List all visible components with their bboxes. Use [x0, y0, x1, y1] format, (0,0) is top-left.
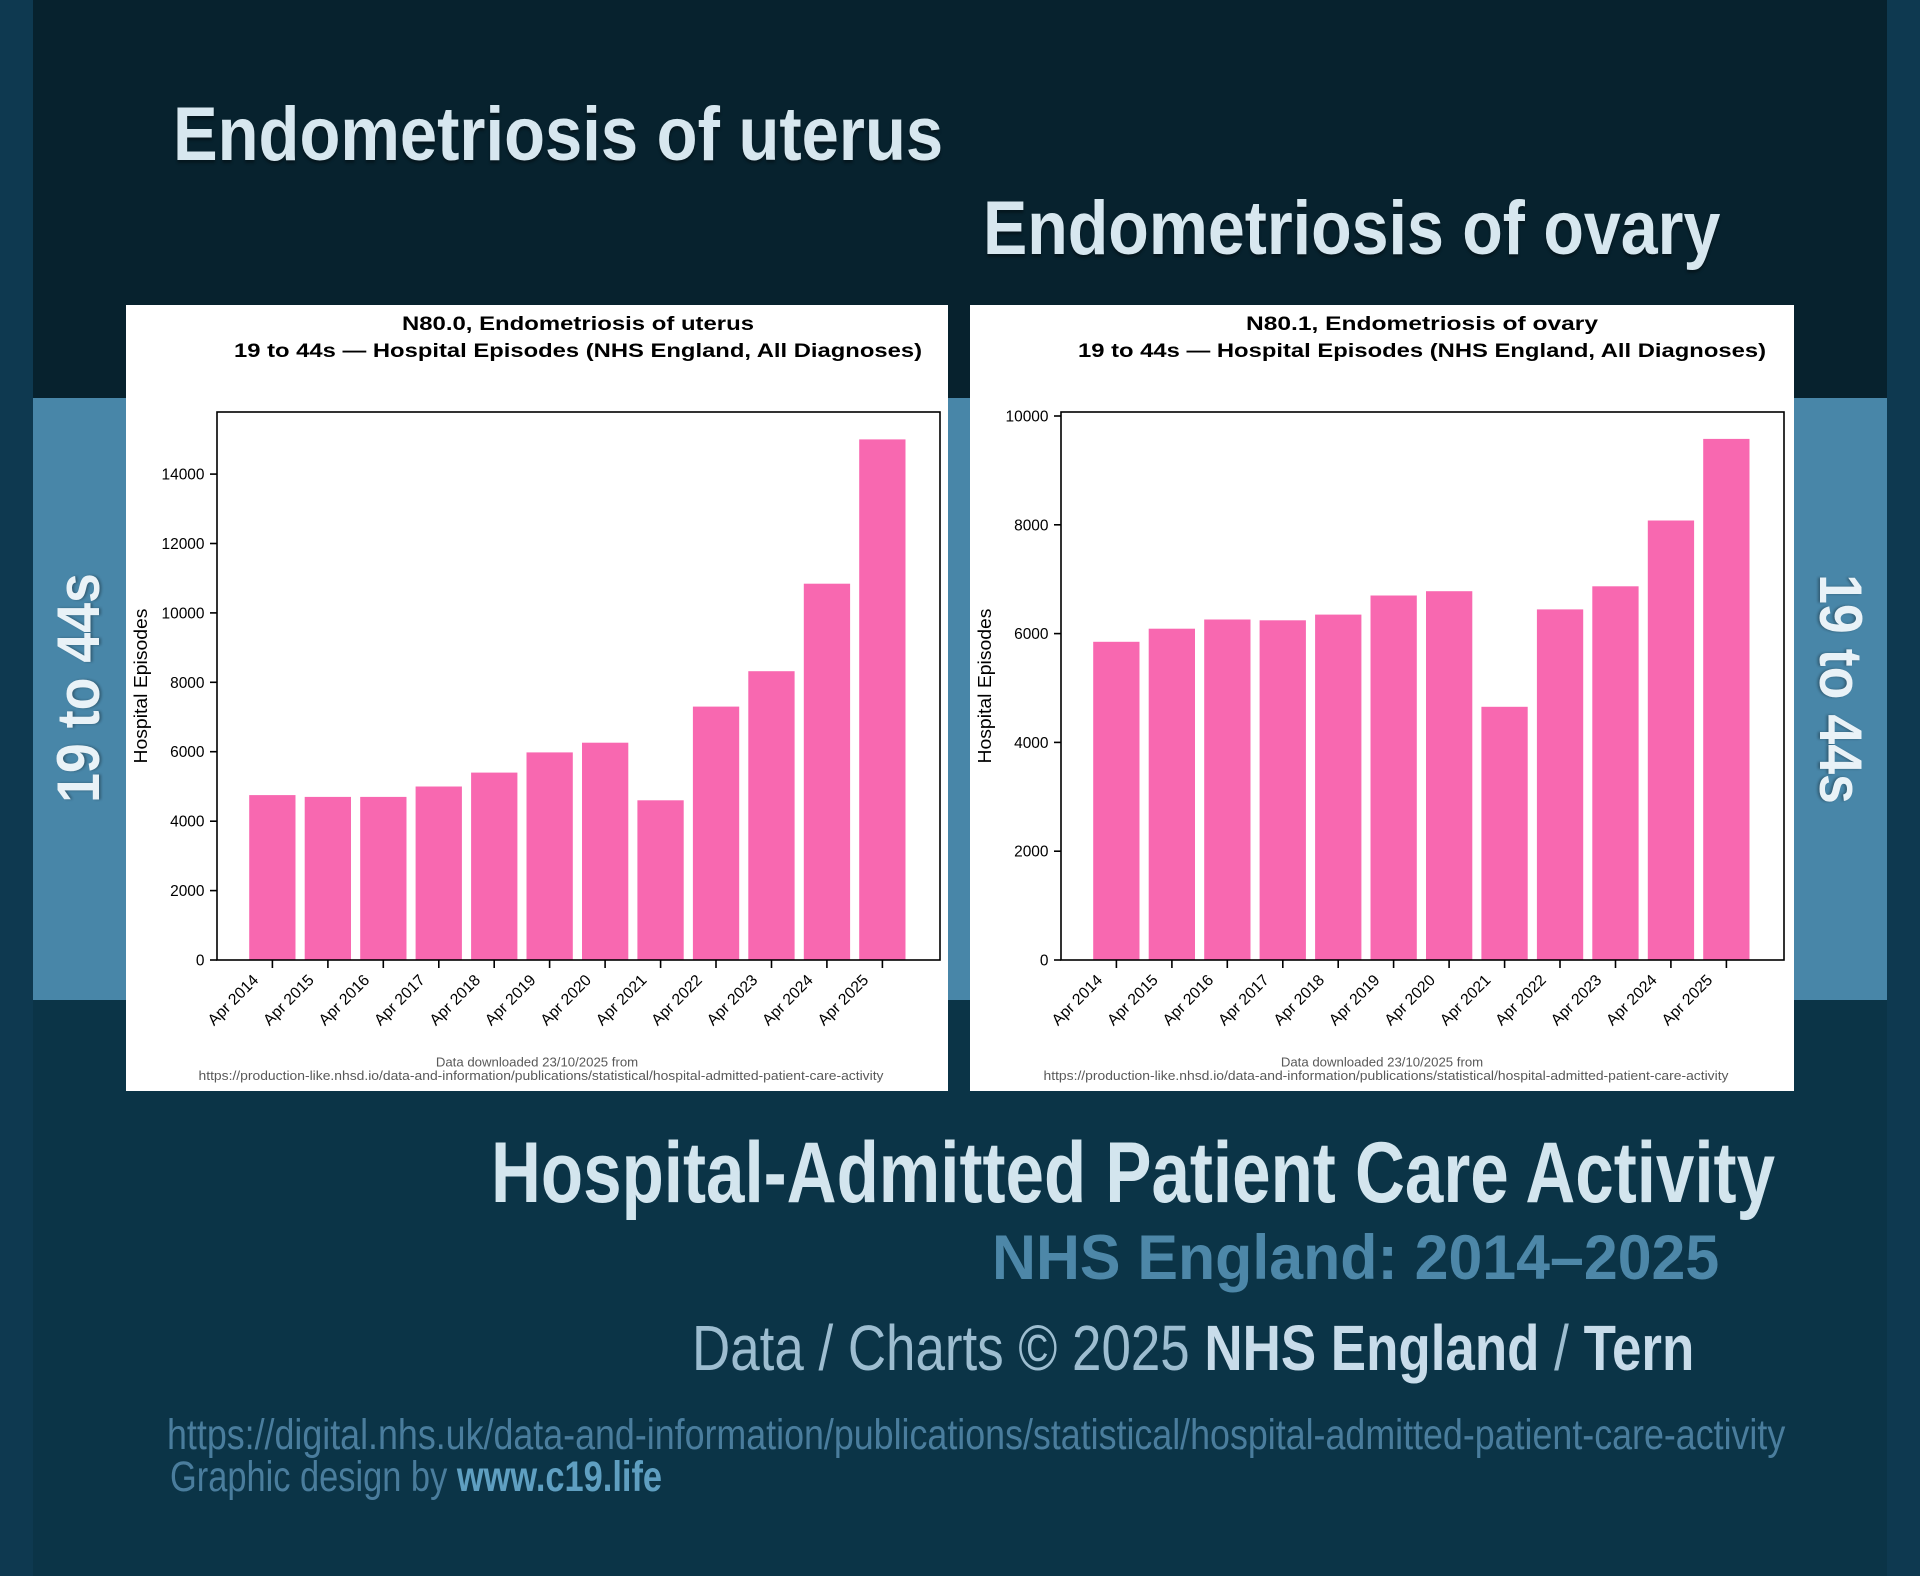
svg-text:Apr 2025: Apr 2025 [815, 972, 873, 1030]
svg-text:Apr 2025: Apr 2025 [1659, 972, 1717, 1030]
svg-text:14000: 14000 [162, 467, 205, 484]
svg-text:19 to 44s — Hospital Episodes: 19 to 44s — Hospital Episodes (NHS Engla… [234, 340, 922, 362]
svg-text:Apr 2014: Apr 2014 [1049, 972, 1107, 1030]
svg-text:Apr 2018: Apr 2018 [1271, 972, 1329, 1030]
svg-text:Hospital Episodes: Hospital Episodes [130, 609, 151, 764]
svg-text:Apr 2023: Apr 2023 [704, 972, 762, 1030]
svg-text:Data downloaded 23/10/2025 fro: Data downloaded 23/10/2025 from [436, 1055, 638, 1070]
svg-text:19 to 44s — Hospital Episodes: 19 to 44s — Hospital Episodes (NHS Engla… [1078, 340, 1766, 362]
svg-text:6000: 6000 [170, 744, 205, 761]
svg-text:Data downloaded 23/10/2025 fro: Data downloaded 23/10/2025 from [1281, 1055, 1483, 1070]
svg-text:Apr 2024: Apr 2024 [759, 972, 817, 1030]
svg-text:Apr 2021: Apr 2021 [593, 972, 651, 1030]
svg-text:N80.1, Endometriosis of ovary: N80.1, Endometriosis of ovary [1246, 313, 1598, 335]
svg-text:Apr 2015: Apr 2015 [1104, 972, 1162, 1030]
svg-text:4000: 4000 [170, 814, 205, 831]
svg-text:10000: 10000 [1006, 409, 1049, 426]
svg-text:https://production-like.nhsd.i: https://production-like.nhsd.io/data-and… [1044, 1068, 1729, 1083]
svg-text:4000: 4000 [1014, 735, 1049, 752]
svg-text:Apr 2021: Apr 2021 [1437, 972, 1495, 1030]
svg-text:Apr 2019: Apr 2019 [1326, 972, 1384, 1030]
svg-text:Apr 2014: Apr 2014 [205, 972, 263, 1030]
svg-text:Apr 2022: Apr 2022 [1492, 972, 1549, 1029]
svg-text:Apr 2017: Apr 2017 [1215, 972, 1272, 1029]
svg-text:Apr 2017: Apr 2017 [371, 972, 428, 1029]
svg-text:8000: 8000 [1014, 517, 1049, 534]
svg-text:Apr 2018: Apr 2018 [427, 972, 485, 1030]
svg-text:0: 0 [1040, 953, 1049, 970]
svg-text:6000: 6000 [1014, 626, 1049, 643]
svg-text:10000: 10000 [162, 605, 205, 622]
svg-text:Apr 2023: Apr 2023 [1548, 972, 1606, 1030]
svg-text:Apr 2020: Apr 2020 [1382, 972, 1440, 1030]
svg-text:N80.0, Endometriosis of uterus: N80.0, Endometriosis of uterus [402, 313, 754, 335]
svg-text:Apr 2019: Apr 2019 [482, 972, 540, 1030]
svg-text:2000: 2000 [1014, 844, 1049, 861]
svg-text:Apr 2016: Apr 2016 [316, 972, 374, 1030]
svg-text:Hospital Episodes: Hospital Episodes [974, 609, 995, 764]
svg-text:https://production-like.nhsd.i: https://production-like.nhsd.io/data-and… [199, 1068, 884, 1083]
svg-text:Apr 2015: Apr 2015 [260, 972, 318, 1030]
svg-text:0: 0 [196, 953, 205, 970]
svg-text:2000: 2000 [170, 883, 205, 900]
svg-text:8000: 8000 [170, 675, 205, 692]
svg-text:Apr 2022: Apr 2022 [648, 972, 705, 1029]
svg-text:Apr 2016: Apr 2016 [1160, 972, 1218, 1030]
svg-text:Apr 2020: Apr 2020 [538, 972, 596, 1030]
svg-text:Apr 2024: Apr 2024 [1603, 972, 1661, 1030]
svg-text:12000: 12000 [162, 536, 205, 553]
